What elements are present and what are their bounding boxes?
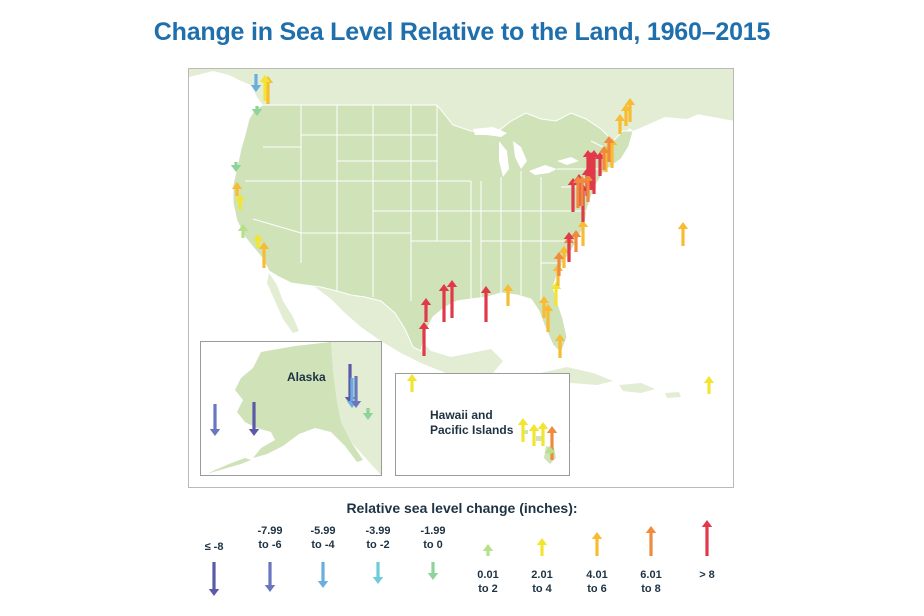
map-title: Change in Sea Level Relative to the Land…	[153, 18, 771, 46]
alaska-label: Alaska	[287, 370, 326, 384]
alaska-inset: Alaska	[200, 341, 382, 476]
legend-label-neg2_0: -1.99 to 0	[420, 525, 446, 551]
station-arrow-west-coast	[250, 74, 262, 92]
station-arrow-east-coast	[558, 246, 570, 268]
legend-label-neg6_neg4: -5.99 to -4	[310, 525, 336, 551]
station-arrow-west-coast	[258, 242, 270, 268]
state-borders	[245, 105, 612, 301]
legend-label-p0_2: 0.01 to 2	[477, 569, 499, 595]
legend-arrow-neg2_0	[427, 562, 439, 580]
station-arrow-atlantic	[677, 222, 689, 246]
station-arrow-east-coast	[570, 230, 582, 252]
station-arrow-west-coast	[259, 75, 271, 101]
station-arrow-east-coast	[563, 232, 575, 262]
hawaii-label: Hawaii and Pacific Islands	[430, 408, 514, 437]
legend-arrow-p4_6	[591, 532, 603, 556]
station-arrow-hawaii	[528, 424, 540, 446]
mexico-landmass	[273, 269, 503, 381]
puerto-rico-island	[665, 392, 681, 398]
station-arrow-east-coast	[598, 146, 610, 170]
station-arrow-gulf-coast	[446, 280, 458, 318]
station-arrow-east-coast	[567, 178, 579, 212]
station-arrow-west-coast	[230, 162, 242, 172]
station-arrow-alaska	[362, 408, 374, 420]
baja-peninsula	[267, 273, 299, 333]
station-arrow-hawaii	[517, 418, 529, 442]
canada-landmass	[189, 69, 733, 141]
station-arrow-east-coast	[603, 136, 615, 162]
station-arrow-gulf-coast	[418, 322, 430, 356]
legend-arrow-le_neg8	[208, 562, 220, 596]
station-arrow-hawaii	[406, 374, 418, 392]
legend-label-le_neg8: ≤ -8	[204, 541, 224, 553]
station-arrow-hawaii	[537, 422, 549, 446]
great-lakes	[473, 127, 579, 177]
station-arrow-east-coast	[582, 150, 594, 176]
station-arrow-west-coast	[251, 106, 263, 116]
station-arrow-east-coast	[553, 252, 565, 276]
station-arrow-gulf-coast	[502, 284, 514, 306]
station-arrow-east-coast	[624, 98, 636, 122]
legend-arrow-gt8	[701, 520, 713, 556]
legend-arrow-neg6_neg4	[317, 562, 329, 588]
legend-arrow-neg4_neg2	[372, 562, 384, 584]
station-arrow-alaska	[344, 364, 356, 404]
canada-inset-landmass	[331, 342, 381, 475]
station-arrow-east-coast	[576, 176, 588, 206]
station-arrow-gulf-coast	[438, 284, 450, 322]
legend-title: Relative sea level change (inches):	[346, 500, 578, 516]
station-arrow-gulf-coast	[480, 286, 492, 322]
station-arrow-caribbean	[703, 376, 715, 394]
station-arrow-alaska	[248, 402, 260, 436]
station-arrow-west-coast	[231, 182, 243, 196]
legend-label-p6_8: 6.01 to 8	[640, 569, 662, 595]
station-arrow-hawaii	[546, 426, 558, 460]
legend-arrow-p0_2	[482, 544, 494, 556]
hispaniola-island	[619, 383, 655, 393]
legend-arrow-p2_4	[536, 538, 548, 556]
station-arrow-east-coast	[614, 114, 626, 134]
legend-label-gt8: > 8	[699, 569, 715, 581]
maui-island	[536, 436, 542, 441]
legend-arrow-p6_8	[645, 526, 657, 556]
station-arrow-east-coast	[582, 174, 594, 202]
station-arrow-hawaii	[544, 446, 556, 454]
maritime-landmass	[623, 91, 701, 131]
station-arrow-gulf-coast	[542, 304, 554, 332]
station-arrow-alaska	[209, 404, 221, 436]
station-arrow-east-coast	[550, 282, 562, 306]
station-arrow-gulf-coast	[554, 334, 566, 358]
station-arrow-alaska	[350, 376, 362, 408]
legend-label-p4_6: 4.01 to 6	[586, 569, 608, 595]
station-arrow-west-coast	[237, 224, 249, 238]
aleutian-islands	[207, 458, 251, 474]
station-arrow-west-coast	[234, 194, 246, 210]
legend-label-p2_4: 2.01 to 4	[531, 569, 553, 595]
contiguous-us-landmass	[232, 104, 634, 354]
legend-label-neg8_neg6: -7.99 to -6	[257, 525, 283, 551]
station-arrow-gulf-coast	[420, 298, 432, 322]
hawaii-inset: Hawaii and Pacific Islands	[395, 373, 570, 476]
station-arrow-east-coast	[577, 220, 589, 246]
legend-arrow-neg8_neg6	[264, 562, 276, 592]
alaska-landmass	[235, 342, 363, 462]
legend-label-neg4_neg2: -3.99 to -2	[365, 525, 391, 551]
alaska-map	[207, 342, 381, 475]
station-arrow-west-coast	[252, 234, 264, 248]
